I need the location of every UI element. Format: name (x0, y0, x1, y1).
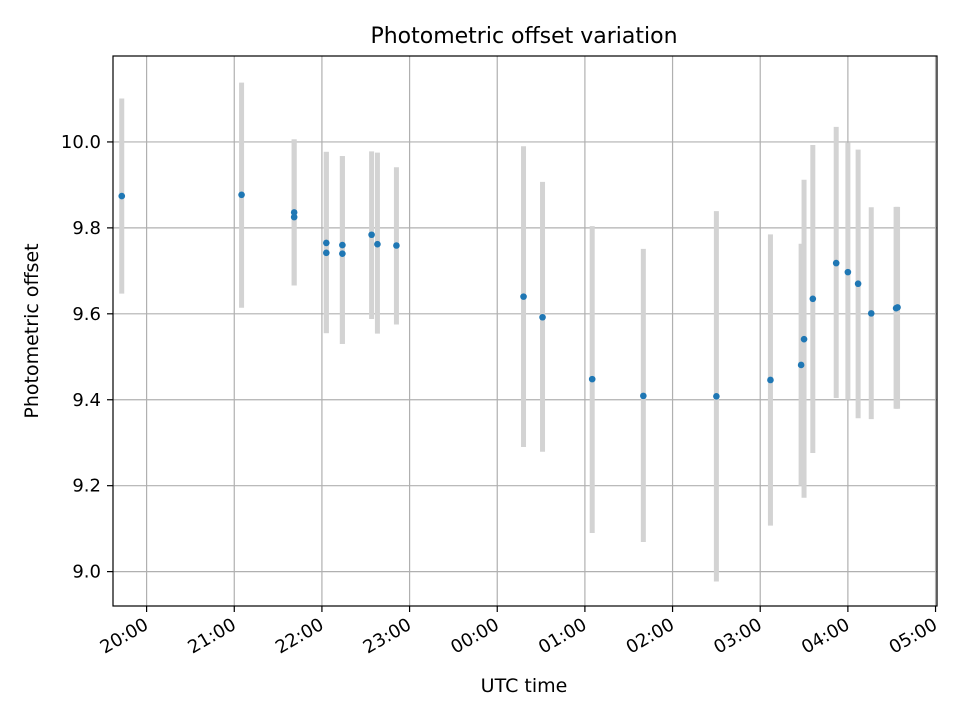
data-point (640, 392, 647, 400)
x-axis-label: UTC time (481, 675, 568, 697)
data-point (339, 241, 346, 249)
data-point (894, 304, 901, 311)
data-point (844, 268, 852, 276)
y-tick-label: 10.0 (61, 132, 101, 153)
data-point (588, 375, 596, 383)
data-point (323, 239, 330, 247)
data-point (374, 240, 381, 248)
data-point (339, 250, 346, 257)
data-point (118, 192, 126, 200)
data-point (290, 213, 298, 221)
chart-title: Photometric offset variation (370, 24, 677, 49)
plot-frame (112, 55, 938, 607)
data-point (797, 361, 805, 369)
data-point (713, 393, 720, 400)
data-point (238, 191, 245, 199)
data-point (539, 313, 546, 321)
data-point (290, 209, 298, 216)
data-point (323, 249, 330, 257)
data-point (867, 310, 875, 317)
data-point (368, 231, 375, 239)
y-tick-label: 9.0 (72, 562, 101, 583)
y-axis-label: Photometric offset (21, 243, 43, 418)
y-axis-ticks: 9.0 9.2 9.4 9.6 9.8 10.0 (61, 132, 113, 583)
data-point (393, 242, 400, 249)
data-point (767, 376, 774, 384)
data-point (832, 259, 840, 267)
data-points (118, 191, 901, 400)
y-tick-label: 9.6 (72, 304, 101, 325)
y-tick-label: 9.8 (72, 218, 101, 239)
data-point (809, 295, 817, 303)
data-point (800, 335, 808, 343)
data-point (854, 280, 862, 288)
y-tick-label: 9.2 (72, 476, 101, 497)
y-tick-label: 9.4 (72, 390, 101, 411)
data-point (520, 293, 527, 300)
